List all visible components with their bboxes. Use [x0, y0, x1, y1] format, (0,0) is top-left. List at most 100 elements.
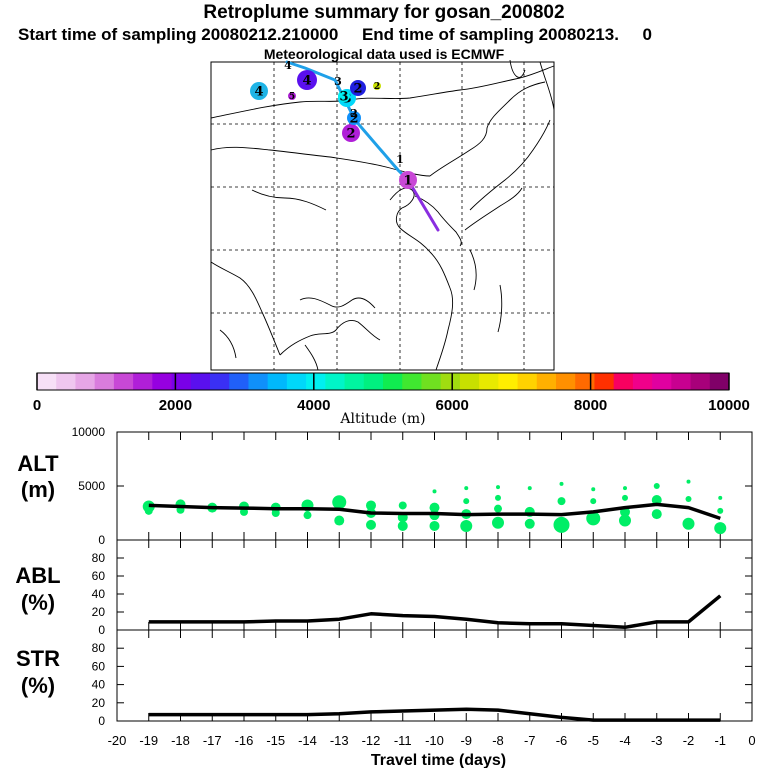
cluster-label-7: 2: [374, 82, 380, 92]
abl-series-line: [148, 594, 722, 630]
altitude-point-37: [591, 487, 596, 492]
panel-label: ALT: [17, 451, 59, 476]
altitude-colorbar: 0 2000 4000 6000 8000 10000 Altitude (m): [33, 372, 750, 427]
colorbar-swatch-21: [440, 373, 461, 390]
colorbar-swatch-13: [286, 373, 307, 390]
cluster-label-5: 4: [254, 85, 263, 100]
altitude-point-49: [682, 517, 695, 530]
y-tick-label-2: 0: [98, 533, 105, 547]
altitude-point-31: [527, 486, 532, 491]
x-tick-label-14: -6: [556, 733, 568, 748]
map-frame: [210, 61, 555, 371]
altitude-point-51: [717, 507, 724, 514]
altitude-point-33: [524, 518, 535, 529]
x-tick-label-13: -7: [524, 733, 536, 748]
x-tick-label-5: -15: [266, 733, 285, 748]
altitude-point-18: [397, 520, 408, 531]
x-tick-label-15: -5: [587, 733, 599, 748]
x-axis-title: Travel time (days): [371, 752, 506, 768]
altitude-point-46: [651, 509, 662, 520]
y-tick-label-0: 80: [92, 551, 106, 565]
colorbar-swatch-19: [402, 373, 422, 390]
x-tick-label-0: -20: [108, 733, 127, 748]
x-tick-label-7: -13: [330, 733, 349, 748]
cluster-label-1: 2: [346, 127, 355, 142]
altitude-point-35: [557, 497, 566, 506]
colorbar-swatch-32: [652, 373, 672, 390]
altitude-point-52: [714, 522, 727, 535]
cluster-circle-2: [347, 111, 361, 125]
x-tick-label-4: -16: [235, 733, 254, 748]
altitude-point-44: [653, 483, 660, 489]
colorbar-swatch-22: [459, 373, 480, 390]
cluster-label-0: 1: [403, 174, 412, 189]
trajectory-near-segment: [406, 178, 440, 232]
y-tick-label-4: 0: [98, 623, 105, 637]
trajectory-day-label-2: 3: [334, 75, 342, 88]
colorbar-swatch-14: [306, 373, 326, 390]
x-tick-label-17: -3: [651, 733, 663, 748]
colorbar-swatch-29: [594, 373, 615, 390]
colorbar-tick-label-2: 4000: [297, 397, 330, 414]
x-tick-label-8: -12: [362, 733, 381, 748]
chart-title: Retroplume summary for gosan_200802: [203, 2, 565, 23]
panel-unit-label: (m): [21, 477, 55, 502]
panel-unit-label: (%): [21, 590, 55, 615]
colorbar-swatch-6: [152, 373, 173, 390]
str-series-line: [148, 707, 721, 722]
trajectory-day-label-0: 1: [396, 153, 404, 166]
cluster-markers: 12234422531234: [250, 59, 417, 189]
colorbar-swatch-24: [498, 373, 519, 390]
colorbar-swatch-11: [248, 373, 269, 390]
y-tick-label-3: 20: [92, 605, 106, 619]
time-series-panels: ALT(m)1000050000ABL(%)806040200STR(%)806…: [15, 425, 755, 768]
colorbar-swatch-12: [267, 373, 288, 390]
x-tick-label-18: -2: [683, 733, 695, 748]
colorbar-swatch-30: [613, 373, 634, 390]
cluster-circle-7: [373, 82, 381, 90]
altitude-point-39: [586, 511, 601, 526]
colorbar-swatch-31: [632, 373, 653, 390]
altitude-point-45: [651, 495, 662, 506]
colorbar-swatch-27: [556, 373, 576, 390]
x-tick-label-2: -18: [171, 733, 190, 748]
colorbar-swatch-7: [171, 373, 192, 390]
colorbar-title: Altitude (m): [339, 411, 425, 427]
y-tick-label-0: 80: [92, 641, 106, 655]
cluster-label-2: 2: [349, 112, 358, 127]
colorbar-swatch-23: [479, 373, 499, 390]
altitude-point-8: [271, 509, 280, 517]
colorbar-swatch-25: [517, 373, 538, 390]
cluster-label-9: 3: [339, 90, 348, 105]
altitude-point-50: [718, 495, 723, 500]
altitude-point-36: [553, 516, 570, 533]
altitude-point-47: [686, 479, 691, 484]
altitude-point-29: [494, 504, 502, 513]
y-tick-label-2: 40: [92, 678, 106, 692]
colorbar-tick-label-0: 0: [33, 397, 41, 414]
altitude-point-11: [332, 495, 347, 510]
panel-str: STR(%) 80 60 40 20 0: [16, 629, 753, 728]
altitude-point-12: [334, 515, 345, 526]
colorbar-swatch-16: [344, 373, 365, 390]
colorbar-swatch-1: [56, 373, 76, 390]
panel-alt: ALT(m) 10000 5000 0: [17, 425, 753, 547]
altitude-point-15: [366, 519, 376, 530]
colorbar-swatch-3: [94, 373, 115, 390]
altitude-point-13: [366, 500, 376, 511]
y-tick-label-2: 40: [92, 587, 106, 601]
trajectory-day-label-3: 4: [284, 59, 292, 72]
panel-abl: ABL(%) 80 60 40 20 0: [15, 539, 753, 637]
x-tick-label-19: -1: [714, 733, 726, 748]
colorbar-swatch-33: [671, 373, 692, 390]
altitude-point-27: [496, 485, 500, 490]
colorbar-swatch-5: [133, 373, 153, 390]
altitude-point-38: [590, 498, 597, 505]
altitude-point-24: [463, 498, 470, 505]
x-tick-label-3: -17: [203, 733, 222, 748]
coastlines-borders: [210, 59, 555, 371]
y-tick-label-1: 60: [92, 659, 106, 673]
y-tick-label-1: 60: [92, 569, 106, 583]
colorbar-swatch-4: [113, 373, 134, 390]
